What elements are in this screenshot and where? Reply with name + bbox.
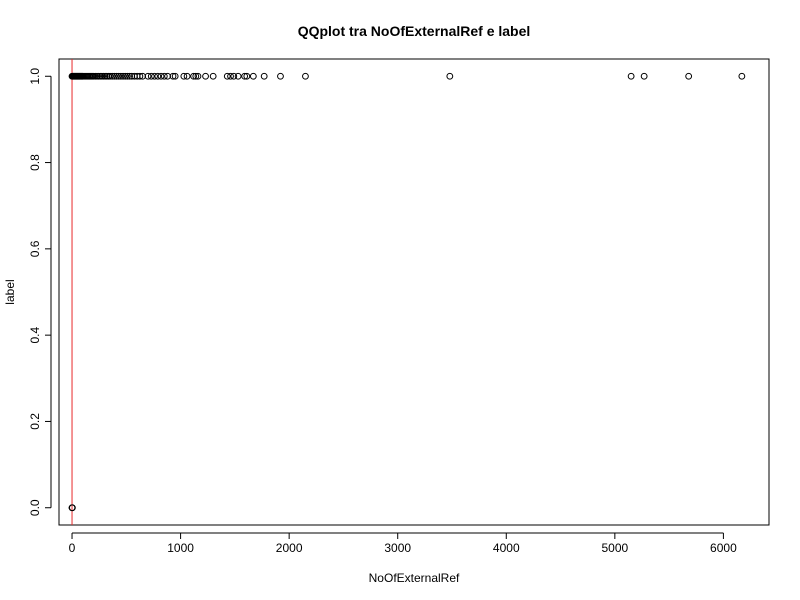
x-axis-label: NoOfExternalRef	[369, 571, 460, 585]
x-tick-label: 0	[69, 541, 76, 555]
y-tick-label: 0.6	[28, 240, 42, 257]
chart-title: QQplot tra NoOfExternalRef e label	[298, 23, 531, 39]
data-point	[192, 72, 200, 80]
data-point	[115, 72, 123, 80]
data-point	[151, 72, 158, 80]
x-tick-label: 1000	[167, 541, 194, 555]
data-point	[183, 72, 191, 80]
y-tick-label: 0.8	[28, 154, 42, 171]
y-axis-label: label	[3, 279, 17, 304]
data-point	[169, 72, 177, 80]
data-point	[277, 72, 284, 80]
data-point	[119, 72, 127, 80]
x-axis: 0 1000 2000 3000 4000 5000 6000	[69, 532, 737, 555]
data-point	[230, 72, 238, 80]
data-point	[190, 72, 198, 80]
data-point	[136, 72, 144, 80]
data-point	[106, 72, 114, 80]
data-point	[446, 72, 454, 80]
data-point	[157, 72, 165, 80]
x-tick-label: 3000	[384, 541, 411, 555]
data-point	[194, 72, 202, 80]
plot-frame	[58, 58, 770, 526]
data-point	[171, 72, 179, 80]
data-point	[160, 72, 168, 80]
data-point	[241, 72, 249, 80]
data-point	[234, 72, 242, 80]
data-point	[302, 72, 309, 80]
x-tick-label: 4000	[493, 541, 520, 555]
data-point	[121, 72, 129, 80]
data-point	[243, 72, 251, 80]
data-point	[123, 72, 131, 80]
data-point	[144, 72, 152, 80]
data-points	[68, 72, 746, 512]
data-point	[227, 72, 234, 80]
data-point	[223, 72, 231, 80]
y-tick-label: 1.0	[28, 68, 42, 85]
data-point	[147, 72, 155, 80]
y-tick-label: 0.4	[28, 326, 42, 343]
data-point	[154, 72, 162, 80]
data-point	[738, 72, 746, 80]
data-point	[126, 72, 133, 80]
data-point	[640, 72, 648, 80]
data-point	[117, 72, 125, 80]
x-tick-label: 6000	[710, 541, 737, 555]
y-axis: 0.0 0.2 0.4 0.6 0.8 1.0	[28, 68, 52, 516]
data-point	[685, 72, 693, 80]
x-tick-label: 5000	[601, 541, 628, 555]
data-point	[68, 504, 76, 512]
data-point	[108, 72, 116, 80]
y-tick-label: 0.2	[28, 413, 42, 430]
data-point	[180, 72, 188, 80]
data-point	[249, 72, 257, 80]
data-point	[113, 72, 120, 80]
data-point	[260, 72, 268, 80]
y-tick-label: 0.0	[28, 499, 42, 516]
data-point	[627, 72, 635, 80]
x-tick-label: 2000	[276, 541, 303, 555]
data-point	[202, 72, 209, 80]
data-point	[209, 72, 217, 80]
data-point	[110, 72, 118, 80]
